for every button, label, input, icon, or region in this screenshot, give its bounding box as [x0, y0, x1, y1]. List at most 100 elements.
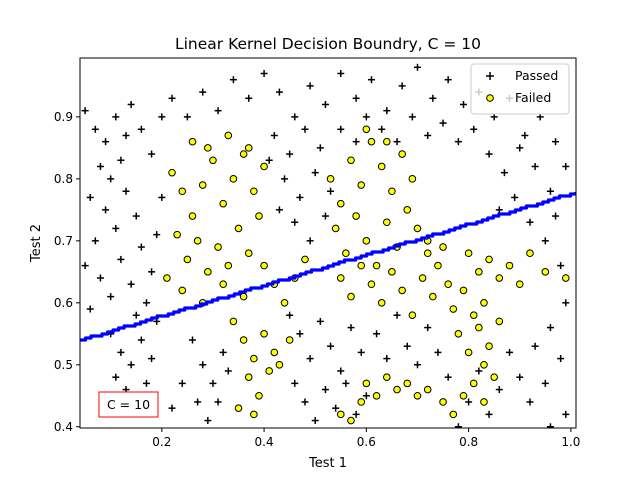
passed-point [286, 150, 294, 158]
failed-point [219, 199, 227, 208]
failed-point [229, 175, 238, 183]
passed-point [91, 237, 99, 245]
failed-point [408, 175, 417, 183]
passed-point [347, 324, 355, 332]
passed-point [485, 410, 493, 418]
failed-point [331, 224, 340, 233]
passed-point [398, 82, 406, 90]
failed-point [280, 299, 289, 307]
passed-point [337, 125, 345, 133]
passed-point [557, 355, 565, 363]
passed-point [178, 379, 186, 387]
passed-point [148, 150, 156, 158]
passed-point [424, 324, 432, 332]
passed-point [102, 206, 110, 214]
failed-point [244, 373, 253, 381]
failed-point [526, 249, 534, 258]
failed-point [505, 261, 514, 270]
failed-point [403, 206, 412, 214]
passed-point [342, 379, 350, 387]
passed-point [562, 299, 570, 307]
failed-point [372, 261, 381, 270]
failed-point [250, 354, 258, 363]
y-tick-label: 0.7 [54, 234, 73, 248]
passed-point [526, 218, 534, 226]
passed-point [219, 348, 227, 356]
annotation-text: C = 10 [107, 397, 150, 412]
failed-point [260, 162, 268, 171]
passed-point [127, 361, 135, 369]
failed-point [480, 360, 488, 369]
passed-point [291, 218, 299, 226]
failed-point [219, 280, 227, 289]
passed-point [536, 113, 544, 121]
boundary-line [80, 192, 576, 342]
plot-area [80, 58, 576, 428]
passed-point [137, 336, 145, 344]
passed-point [552, 138, 560, 146]
passed-point [495, 386, 503, 394]
passed-point [245, 94, 253, 102]
passed-point [122, 131, 130, 139]
x-tick-label: 0.4 [255, 435, 274, 449]
passed-point [194, 398, 202, 406]
failed-point [423, 249, 432, 258]
passed-point [158, 193, 166, 201]
passed-point [362, 392, 370, 400]
passed-point [209, 379, 217, 387]
passed-point [546, 187, 554, 195]
passed-point [296, 193, 304, 201]
failed-point [459, 391, 468, 400]
passed-point [112, 113, 120, 121]
passed-point [214, 107, 222, 115]
passed-point [321, 212, 329, 220]
failed-point [178, 187, 187, 196]
failed-point [163, 274, 171, 282]
legend-passed-label: Passed [515, 68, 558, 83]
x-tick-label: 0.6 [357, 435, 376, 449]
passed-point [506, 348, 514, 356]
failed-point [260, 261, 268, 270]
passed-point [444, 373, 452, 381]
passed-point [199, 361, 207, 369]
passed-point [132, 212, 140, 220]
passed-point [562, 162, 570, 170]
passed-point [546, 324, 554, 332]
passed-point [286, 311, 294, 319]
passed-point [470, 125, 478, 133]
failed-point [418, 274, 427, 282]
y-axis-label: Test 2 [29, 224, 44, 263]
x-tick-label: 0.8 [459, 435, 478, 449]
passed-point [557, 262, 565, 270]
passed-point [413, 361, 421, 369]
passed-point [521, 131, 529, 139]
passed-point [526, 398, 534, 406]
passed-point [383, 355, 391, 363]
y-tick-label: 0.4 [54, 420, 73, 434]
failed-point [388, 187, 396, 196]
passed-point [112, 373, 120, 381]
failed-point [561, 274, 570, 282]
passed-point [362, 113, 370, 121]
passed-point [168, 94, 176, 102]
y-tick-label: 0.6 [54, 296, 73, 310]
passed-point [214, 398, 222, 406]
failed-point [204, 268, 212, 276]
failed-point [168, 168, 176, 177]
passed-point [127, 280, 135, 288]
passed-point [91, 125, 99, 133]
failed-point [398, 150, 406, 158]
failed-point [357, 398, 366, 406]
failed-point [377, 299, 386, 307]
passed-point [373, 330, 381, 338]
failed-point [265, 367, 273, 375]
passed-point [562, 410, 570, 418]
passed-point [393, 311, 401, 319]
passed-point [281, 175, 289, 183]
failed-point [393, 385, 401, 394]
failed-point [423, 385, 432, 394]
passed-point [413, 63, 421, 71]
failed-point [403, 379, 412, 388]
passed-point [188, 336, 196, 344]
